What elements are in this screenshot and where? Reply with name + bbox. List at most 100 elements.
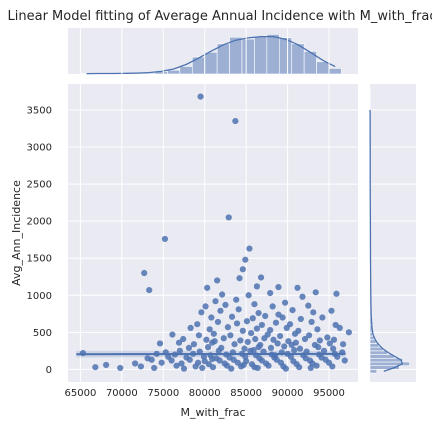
marginal-y-bar [370,355,394,359]
scatter-point [217,308,223,314]
scatter-point [168,357,174,363]
scatter-point [203,337,209,343]
scatter-point [234,320,240,326]
scatter-point [251,301,257,307]
scatter-point [297,346,303,352]
scatter-point [237,337,243,343]
scatter-point [258,274,264,280]
scatter-point [199,365,205,371]
scatter-point [242,257,248,263]
x-tick-label: 70000 [106,388,138,399]
scatter-point [262,313,268,319]
scatter-point [228,366,234,372]
y-tick-label: 3500 [27,105,52,116]
scatter-point [267,290,273,296]
scatter-point [146,287,152,293]
scatter-point [222,302,228,308]
scatter-point [196,332,202,338]
scatter-point [244,318,250,324]
marginal-x-bar [217,44,229,74]
scatter-point [340,341,346,347]
scatter-point [265,363,271,369]
marginal-x-histogram [68,28,358,74]
marginal-x-bar [205,52,217,74]
scatter-point [346,329,352,335]
y-tick-label: 2000 [27,217,52,228]
scatter-point [202,303,208,309]
scatter-point [173,363,179,369]
scatter-point [310,309,316,315]
y-tick-label: 2500 [27,180,52,191]
marginal-y-bar [370,369,377,373]
scatter-point [282,300,288,306]
scatter-point [197,94,203,100]
scatter-point [289,342,295,348]
x-axis-label: M_with_frac [180,406,245,419]
scatter-point [205,344,211,350]
scatter-point [221,335,227,341]
scatter-point [219,291,225,297]
y-tick-label: 0 [46,365,52,376]
scatter-point [144,355,150,361]
marginal-x-bar [254,36,266,74]
marginal-x-bar [267,34,279,74]
scatter-point [280,314,286,320]
scatter-point [186,345,192,351]
scatter-point [233,297,239,303]
scatter-panel: 65000 70000 75000 80000 85000 90000 95000 0 500… [27,84,358,399]
scatter-point [208,314,214,320]
scatter-point [141,270,147,276]
scatter-point [169,331,175,337]
x-tick-label: 85000 [230,388,262,399]
scatter-point [275,284,281,290]
scatter-point [210,364,216,370]
scatter-point [211,331,217,337]
scatter-point [246,245,252,251]
scatter-panel-background [68,84,358,382]
scatter-point [187,357,193,363]
scatter-point [212,338,218,344]
marginal-y-bar [370,362,410,366]
scatter-point [292,331,298,337]
scatter-point [315,344,321,350]
scatter-point [176,340,182,346]
chart-title: Linear Model fitting of Average Annual I… [8,9,432,24]
scatter-point [289,307,295,313]
scatter-point [204,285,210,291]
scatter-point [248,330,254,336]
scatter-point [117,365,123,371]
scatter-point [188,325,194,331]
scatter-point [193,363,199,369]
scatter-point [232,118,238,124]
scatter-point [240,328,246,334]
y-tick-label: 500 [33,328,52,339]
scatter-point [229,314,235,320]
scatter-point [268,345,274,351]
x-tick-label: 95000 [313,388,345,399]
y-tick-label: 3000 [27,143,52,154]
scatter-point [294,285,300,291]
scatter-point [240,266,246,272]
marginal-y-histogram [370,84,416,382]
y-tick-label: 1500 [27,254,52,265]
scatter-point [299,294,305,300]
marginal-y-panel [370,84,416,382]
scatter-point [270,303,276,309]
scatter-point [252,336,258,342]
scatter-point [284,325,290,331]
scatter-point [328,308,334,314]
scatter-point [281,343,287,349]
scatter-point [225,324,231,330]
scatter-point [329,363,335,369]
scatter-point [317,337,323,343]
marginal-y-bar [370,343,379,347]
scatter-point [191,341,197,347]
scatter-point [162,236,168,242]
x-tick-label: 65000 [65,388,97,399]
scatter-point [305,303,311,309]
scatter-point [103,362,109,368]
scatter-point [236,306,242,312]
scatter-point [273,320,279,326]
marginal-x-bar [180,66,192,74]
scatter-point [212,298,218,304]
